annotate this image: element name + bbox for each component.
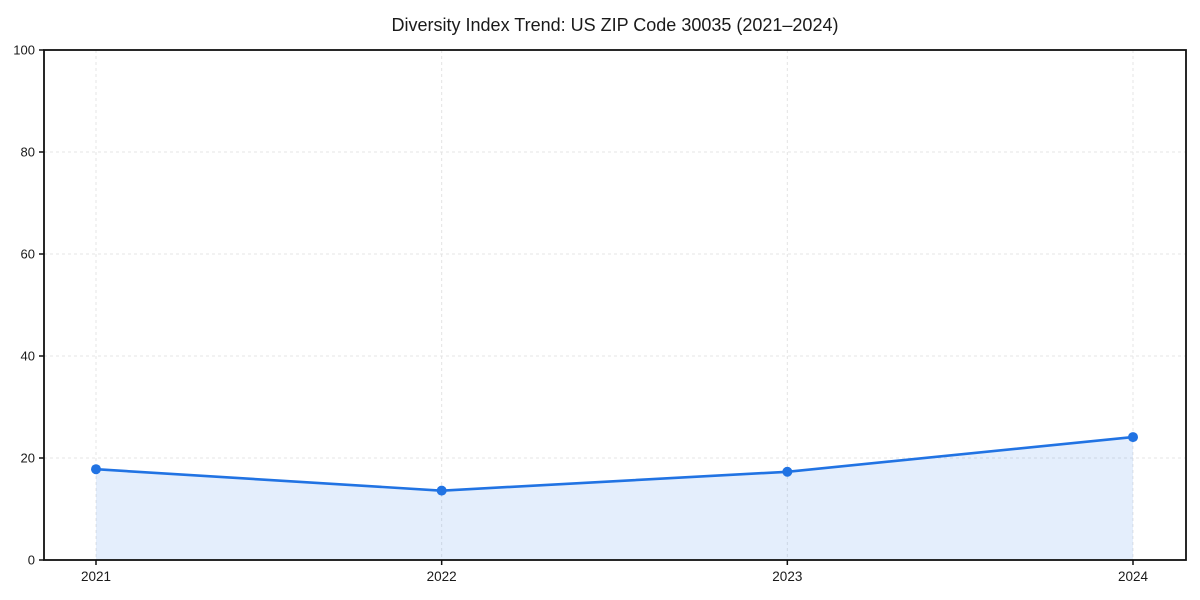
data-point-2023 — [782, 466, 793, 477]
trend-line — [94, 435, 1135, 492]
data-point-2022 — [436, 485, 447, 496]
x-tick-label: 2022 — [427, 569, 457, 584]
chart-title: Diversity Index Trend: US ZIP Code 30035… — [392, 15, 839, 35]
plot-border — [43, 49, 1187, 561]
area-fill — [96, 437, 1133, 560]
y-tick-label: 60 — [21, 247, 35, 262]
y-tick-label: 20 — [21, 451, 35, 466]
data-point-2024 — [1128, 432, 1138, 443]
y-tick-label: 80 — [21, 145, 35, 160]
y-tick-label: 40 — [21, 349, 35, 364]
x-tick-label: 2021 — [81, 569, 111, 584]
chart-plot-area: 0 20 40 60 80 100 2021 2022 2023 2024 — [13, 43, 1187, 584]
data-point-2021 — [91, 464, 101, 475]
x-tick-label: 2024 — [1118, 569, 1149, 584]
y-tick-label: 100 — [13, 43, 35, 58]
y-tick-label: 0 — [28, 553, 35, 568]
x-tick-label: 2023 — [772, 569, 802, 584]
